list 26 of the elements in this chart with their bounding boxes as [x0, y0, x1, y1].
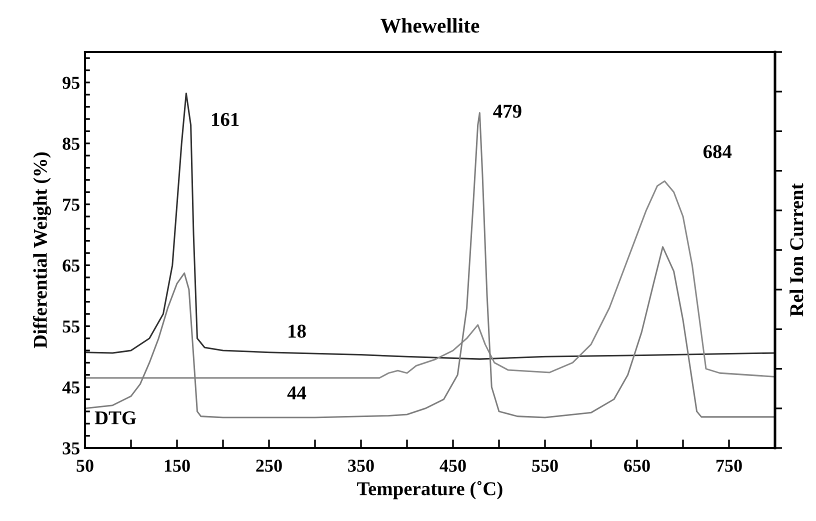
y-axis-title: Differential Weight (%) [32, 152, 51, 348]
annotation: 684 [703, 145, 732, 158]
x-tick-label: 650 [624, 460, 650, 472]
annotation: 44 [287, 386, 306, 400]
annotation: 18 [288, 324, 306, 338]
y-tick-label: 45 [62, 381, 80, 394]
y2-axis-title: Rel Ion Current [790, 183, 804, 316]
annotation: 161 [212, 113, 239, 126]
x-tick-label: 550 [532, 460, 558, 472]
line-series [85, 92, 775, 360]
annotation: DTG [94, 411, 136, 424]
chart-title: Whewellite [380, 18, 480, 33]
x-tick-label: 50 [76, 460, 94, 472]
y-tick-label: 55 [62, 320, 80, 333]
x-tick-label: 350 [348, 460, 374, 472]
x-tick-label: 250 [256, 460, 282, 472]
x-axis-title: Temperature (˚C) [357, 481, 502, 500]
x-tick-label: 450 [440, 460, 466, 472]
annotation: 479 [493, 104, 522, 118]
y-tick-label: 95 [62, 76, 80, 89]
y-tick-label: 85 [62, 138, 80, 150]
x-tick-label: 150 [164, 460, 190, 472]
y-tick-label: 35 [62, 442, 80, 454]
x-tick-label: 750 [716, 460, 742, 472]
y-tick-label: 65 [62, 260, 80, 272]
y-tick-label: 75 [63, 198, 80, 211]
